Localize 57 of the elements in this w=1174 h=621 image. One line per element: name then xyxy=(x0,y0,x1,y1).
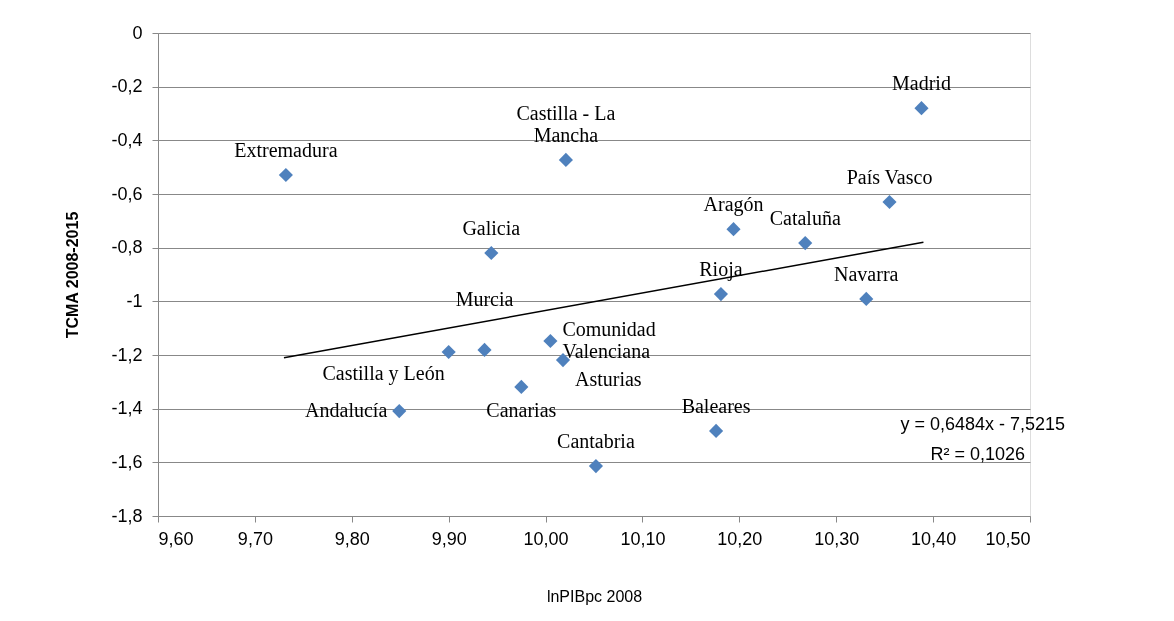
point xyxy=(484,245,499,261)
x-axis-title: lnPIBpc 2008 xyxy=(546,587,643,605)
point xyxy=(882,194,897,210)
annotation: Rioja xyxy=(699,258,743,282)
y-tick-label: -1 xyxy=(126,290,143,311)
point xyxy=(709,423,724,439)
annotation: País Vasco xyxy=(846,166,933,189)
point xyxy=(543,333,558,349)
annotation: Baleares xyxy=(681,394,751,417)
point xyxy=(441,344,456,360)
annotation: Murcia xyxy=(455,287,514,310)
annotation: Asturias xyxy=(575,368,642,391)
annotation: Aragón xyxy=(703,193,764,217)
annotation: Canarias xyxy=(486,398,557,421)
x-tick-label: 9,70 xyxy=(237,528,273,549)
x-tick-label: 9,80 xyxy=(334,528,370,549)
point xyxy=(392,404,407,419)
y-tick-label: -1,2 xyxy=(111,344,143,365)
y-tick-label: -1,8 xyxy=(111,505,143,526)
annotation: Galicia xyxy=(462,217,521,240)
point xyxy=(588,459,604,474)
annotation: Navarra xyxy=(834,262,899,285)
x-tick-label: 10,30 xyxy=(814,528,860,549)
y-tick-label: -0,4 xyxy=(111,129,143,150)
y-axis-title: TCMA 2008-2015 xyxy=(64,211,82,339)
point xyxy=(859,291,874,306)
y-tick-label: -0,6 xyxy=(111,183,143,204)
point xyxy=(713,287,728,302)
annotation: Andalucía xyxy=(305,399,388,422)
point xyxy=(798,236,813,251)
annotation: Castilla - La Mancha xyxy=(516,101,616,146)
point xyxy=(914,101,929,116)
x-tick-label: 10,40 xyxy=(911,528,957,549)
annotation: Comunidad Valenciana xyxy=(562,318,656,363)
x-tick-label: 9,60 xyxy=(158,528,194,549)
x-tick-label: 10,20 xyxy=(717,528,763,549)
point xyxy=(278,167,293,183)
x-tick-label: 10,10 xyxy=(620,528,666,549)
annotation: Cantabria xyxy=(557,430,635,453)
y-tick-label: -1,4 xyxy=(111,398,143,419)
x-tick-label: 10,00 xyxy=(523,528,569,549)
y-tick-label: -0,8 xyxy=(111,237,143,258)
point xyxy=(558,152,573,167)
x-tick-label: 10,50 xyxy=(985,528,1031,549)
x-tick-label: 9,90 xyxy=(431,528,467,549)
y-tick-label: 0 xyxy=(132,22,143,43)
y-tick-label: -1,6 xyxy=(111,451,143,472)
annotation: Cataluña xyxy=(769,207,841,230)
y-tick-label: -0,2 xyxy=(111,76,143,97)
annotation: y = 0,6484x - 7,5215 xyxy=(900,414,1065,434)
annotation: Madrid xyxy=(892,72,951,95)
point xyxy=(514,379,529,394)
point xyxy=(726,222,741,237)
annotation: R² = 0,1026 xyxy=(930,444,1025,464)
annotation: Extremadura xyxy=(234,138,338,161)
point xyxy=(477,342,492,357)
annotation: Castilla y León xyxy=(322,362,445,386)
